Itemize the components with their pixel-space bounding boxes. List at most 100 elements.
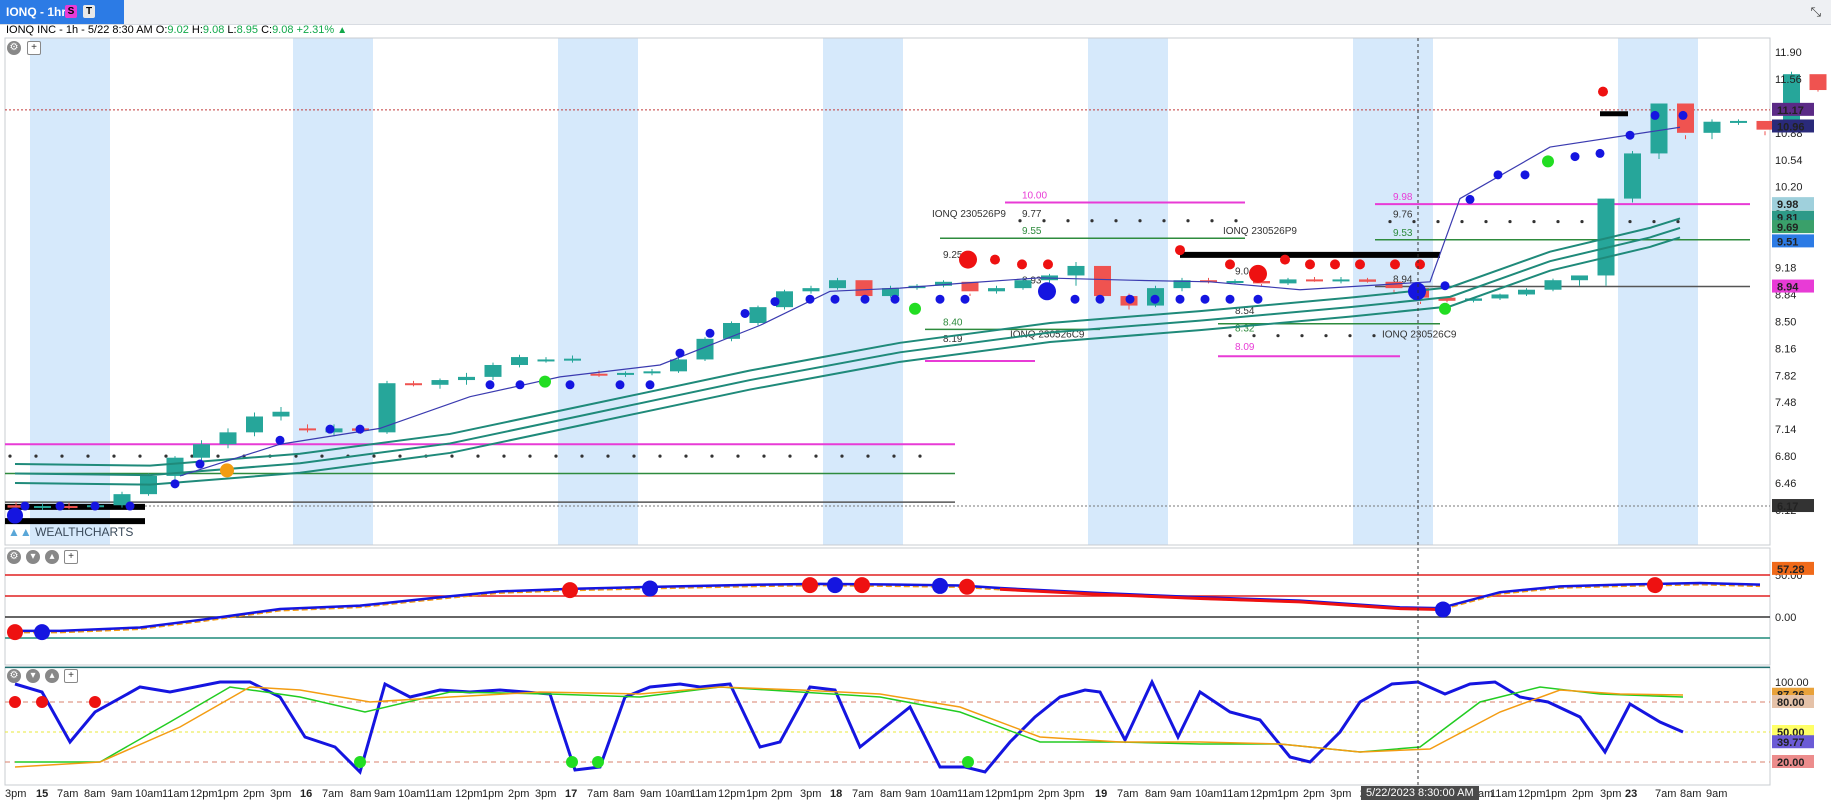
t-badge[interactable]: T bbox=[83, 5, 95, 18]
blue-signal-dot bbox=[125, 501, 135, 511]
price-tick-label: 7.82 bbox=[1775, 370, 1796, 382]
osc1-down-icon[interactable]: ▾ bbox=[26, 550, 40, 564]
dotted-level bbox=[1138, 219, 1142, 223]
time-tick-label: 3pm bbox=[1330, 788, 1352, 800]
blue-signal-dot bbox=[275, 435, 285, 445]
blue-signal-dot bbox=[20, 501, 30, 511]
time-tick-label: 23 bbox=[1625, 788, 1638, 800]
candle-body bbox=[219, 432, 237, 445]
price-badge-label: 9.51 bbox=[1777, 236, 1798, 248]
osc2-green-line bbox=[15, 686, 1684, 763]
candle-body bbox=[1306, 279, 1323, 282]
up-arrow-icon: ▲ bbox=[337, 25, 348, 36]
blue-signal-dot bbox=[960, 294, 970, 304]
blue-signal-dot bbox=[1650, 110, 1660, 120]
add-icon[interactable]: + bbox=[27, 41, 41, 55]
time-tick-label: 12pm bbox=[1518, 788, 1546, 800]
osc2-up-icon[interactable]: ▴ bbox=[45, 669, 59, 683]
osc2-badge bbox=[1772, 735, 1814, 749]
dotted-level bbox=[1276, 334, 1280, 338]
osc1-signal-dot bbox=[1647, 577, 1663, 594]
osc2-settings-icon[interactable]: ⚙ bbox=[7, 669, 21, 683]
dotted-level bbox=[658, 454, 662, 458]
dotted-level bbox=[1532, 219, 1536, 224]
osc1-add-icon[interactable]: + bbox=[64, 550, 78, 564]
dotted-level bbox=[1042, 219, 1046, 223]
price-badge bbox=[1772, 197, 1814, 211]
ohlc-info: IONQ INC - 1h - 5/22 8:30 AM O:9.02 H:9.… bbox=[6, 24, 347, 40]
dotted-level bbox=[34, 454, 38, 458]
candle-body bbox=[378, 383, 396, 433]
price-tick-label: 8.50 bbox=[1775, 316, 1796, 328]
candle-body bbox=[60, 506, 78, 509]
osc2-fast-line bbox=[14, 678, 1684, 775]
time-tick-label: 2pm bbox=[1572, 788, 1594, 800]
dotted-level bbox=[762, 454, 766, 458]
level-label: 8.32 bbox=[1235, 324, 1255, 335]
blue-signal-dot bbox=[890, 294, 900, 304]
candle-body bbox=[776, 291, 793, 308]
osc1-settings-icon[interactable]: ⚙ bbox=[7, 550, 21, 564]
dotted-level bbox=[1348, 334, 1352, 338]
ma-lower bbox=[14, 236, 1681, 486]
dotted-level bbox=[1436, 219, 1440, 224]
red-signal-dot bbox=[1355, 259, 1365, 270]
candle-body bbox=[1173, 280, 1191, 289]
osc2-badge-label: 39.77 bbox=[1777, 737, 1805, 749]
candle-body bbox=[1359, 279, 1376, 282]
price-tick-label: 6.46 bbox=[1775, 478, 1796, 490]
candle-body bbox=[1703, 121, 1721, 133]
time-tick-label: 9am bbox=[640, 788, 662, 800]
s-badge[interactable]: S bbox=[65, 5, 77, 18]
candle-body bbox=[1067, 265, 1085, 276]
time-tick-label: 8am bbox=[1680, 788, 1702, 800]
time-tick-label: 10am bbox=[398, 788, 426, 800]
dotted-level bbox=[1234, 219, 1238, 223]
level-label: 9.77 bbox=[1022, 209, 1042, 220]
candle-body bbox=[34, 506, 51, 509]
osc2-down-icon[interactable]: ▾ bbox=[26, 669, 40, 683]
dotted-level bbox=[1484, 219, 1488, 224]
settings-icon[interactable]: ⚙ bbox=[7, 41, 21, 55]
price-badge bbox=[1772, 499, 1814, 513]
symbol-info: IONQ INC - 1h - 5/22 8:30 AM bbox=[6, 24, 153, 36]
time-tick-label: 7am bbox=[322, 788, 344, 800]
dotted-level bbox=[8, 454, 12, 458]
osc2-add-icon[interactable]: + bbox=[64, 669, 78, 683]
dotted-level bbox=[1556, 219, 1560, 224]
pane-border-0 bbox=[4, 37, 1771, 546]
osc1-signal-dot bbox=[802, 577, 818, 594]
time-tick-label: 1pm bbox=[217, 788, 239, 800]
blue-signal-dot bbox=[195, 459, 205, 469]
blue-signal-dot bbox=[1520, 170, 1530, 180]
red-signal-dot bbox=[1305, 259, 1315, 270]
time-tick-label: 1pm bbox=[1277, 788, 1299, 800]
candle-body bbox=[458, 376, 475, 381]
collapse-icon[interactable]: ⤡ bbox=[1810, 4, 1821, 19]
dotted-level bbox=[320, 454, 324, 458]
dotted-level bbox=[1018, 219, 1022, 223]
chart-tab[interactable]: IONQ - 1hr S T bbox=[0, 0, 124, 24]
time-tick-label: 2pm bbox=[771, 788, 793, 800]
dotted-level bbox=[840, 454, 844, 458]
osc1-up-icon[interactable]: ▴ bbox=[45, 550, 59, 564]
time-tick-label: 12pm bbox=[1250, 788, 1278, 800]
blue-signal-dot bbox=[740, 308, 750, 318]
blue-signal-dot bbox=[485, 380, 495, 390]
blue-signal-dot bbox=[1095, 294, 1105, 304]
osc2-signal-dot bbox=[962, 756, 974, 768]
time-tick-label: 2pm bbox=[243, 788, 265, 800]
price-tick-label: 11.90 bbox=[1775, 47, 1802, 59]
candle-body bbox=[1332, 279, 1350, 282]
time-tick-label: 2pm bbox=[508, 788, 530, 800]
dotted-level bbox=[502, 454, 506, 458]
dotted-level bbox=[866, 454, 870, 458]
time-tick-label: 1pm bbox=[746, 788, 768, 800]
time-tick-label: 10am bbox=[665, 788, 693, 800]
dotted-level bbox=[112, 454, 116, 458]
blue-signal-dot bbox=[1200, 294, 1210, 304]
time-tick-label: 8am bbox=[613, 788, 635, 800]
osc2-badge-label: 80.00 bbox=[1777, 697, 1805, 709]
red-signal-dot bbox=[1043, 259, 1053, 270]
